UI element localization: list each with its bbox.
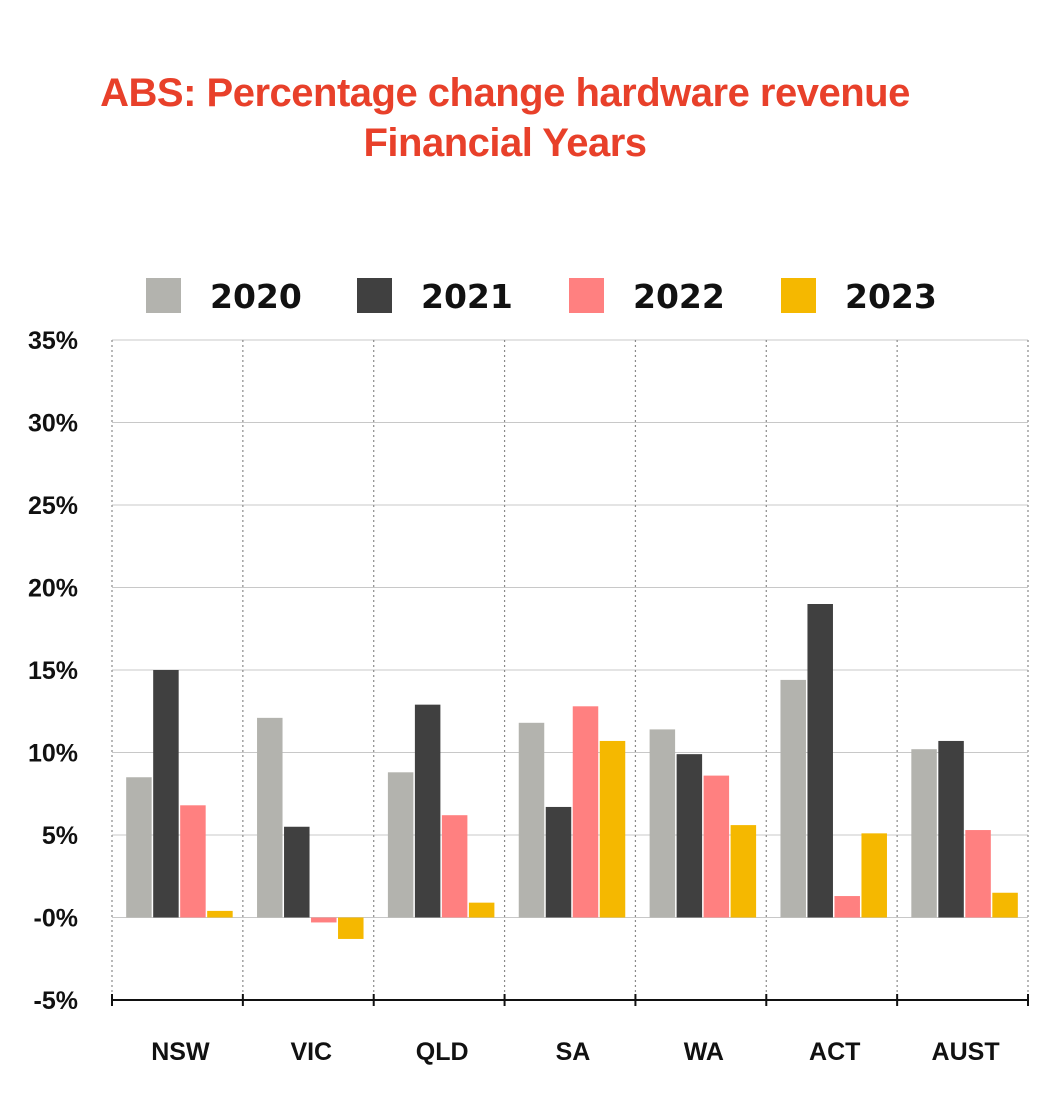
legend-label: 2022	[633, 277, 725, 316]
bar-sa-2022	[572, 706, 599, 918]
y-tick-label: 30%	[28, 410, 78, 438]
y-tick-label: 35%	[28, 327, 78, 355]
y-tick-label: 15%	[28, 657, 78, 685]
bar-nsw-2023	[207, 910, 233, 918]
legend-item-2020: 2020	[146, 277, 302, 316]
x-tick-label: SA	[556, 1038, 591, 1066]
x-tick-label: ACT	[809, 1038, 860, 1066]
y-tick-label: -5%	[34, 987, 78, 1015]
y-tick-label: -0%	[34, 905, 78, 933]
y-tick-label: 25%	[28, 492, 78, 520]
bar-sa-2021	[545, 806, 572, 918]
bar-aust-2020	[911, 749, 937, 918]
y-tick-label: 5%	[42, 822, 78, 850]
legend-label: 2020	[210, 277, 302, 316]
bar-qld-2023	[468, 902, 495, 918]
bar-wa-2021	[676, 754, 703, 918]
x-axis: NSW VIC QLD SA WA ACT AUST	[111, 994, 1029, 1066]
bars	[126, 604, 1018, 939]
bar-qld-2022	[441, 815, 468, 918]
bar-vic-2022	[311, 917, 337, 923]
legend-label: 2021	[421, 277, 513, 316]
x-tick-label: QLD	[416, 1038, 469, 1066]
bar-qld-2021	[414, 704, 441, 918]
bar-act-2021	[807, 604, 833, 918]
chart-title-line1: ABS: Percentage change hardware revenue	[100, 71, 910, 115]
legend-label: 2023	[845, 277, 937, 316]
bar-aust-2023	[992, 892, 1018, 918]
bar-wa-2022	[703, 775, 730, 918]
bar-nsw-2021	[153, 670, 179, 918]
legend-item-2021: 2021	[357, 277, 513, 316]
chart-title: ABS: Percentage change hardware revenue …	[0, 68, 1010, 168]
legend-swatch	[569, 278, 604, 313]
bar-qld-2020	[387, 772, 414, 918]
y-tick-label: 10%	[28, 740, 78, 768]
legend-swatch	[146, 278, 181, 313]
legend-swatch	[781, 278, 816, 313]
x-tick-label: VIC	[290, 1038, 332, 1066]
bar-vic-2023	[338, 917, 364, 939]
chart-subtitle: Financial Years	[363, 121, 647, 165]
bar-sa-2020	[518, 722, 545, 918]
bar-vic-2020	[257, 717, 283, 918]
bar-nsw-2022	[180, 805, 206, 918]
legend-swatch	[357, 278, 392, 313]
x-tick-label: WA	[684, 1038, 724, 1066]
legend-item-2023: 2023	[781, 277, 937, 316]
legend-item-2022: 2022	[569, 277, 725, 316]
bar-wa-2020	[649, 729, 676, 918]
y-axis: 35% 30% 25% 20% 15% 10% 5% -0% -5%	[28, 327, 78, 1015]
bar-act-2022	[834, 896, 860, 918]
bar-act-2023	[861, 833, 887, 918]
x-tick-label: AUST	[932, 1038, 1000, 1066]
x-tick-label: NSW	[151, 1038, 210, 1066]
bar-wa-2023	[730, 825, 757, 918]
bar-act-2020	[780, 679, 806, 918]
legend: 2020 2021 2022 2023	[146, 277, 937, 316]
bar-sa-2023	[599, 740, 626, 918]
bar-aust-2022	[965, 830, 991, 918]
bar-nsw-2020	[126, 777, 152, 918]
bar-aust-2021	[938, 740, 964, 918]
bar-vic-2021	[284, 826, 310, 918]
y-tick-label: 20%	[28, 575, 78, 603]
